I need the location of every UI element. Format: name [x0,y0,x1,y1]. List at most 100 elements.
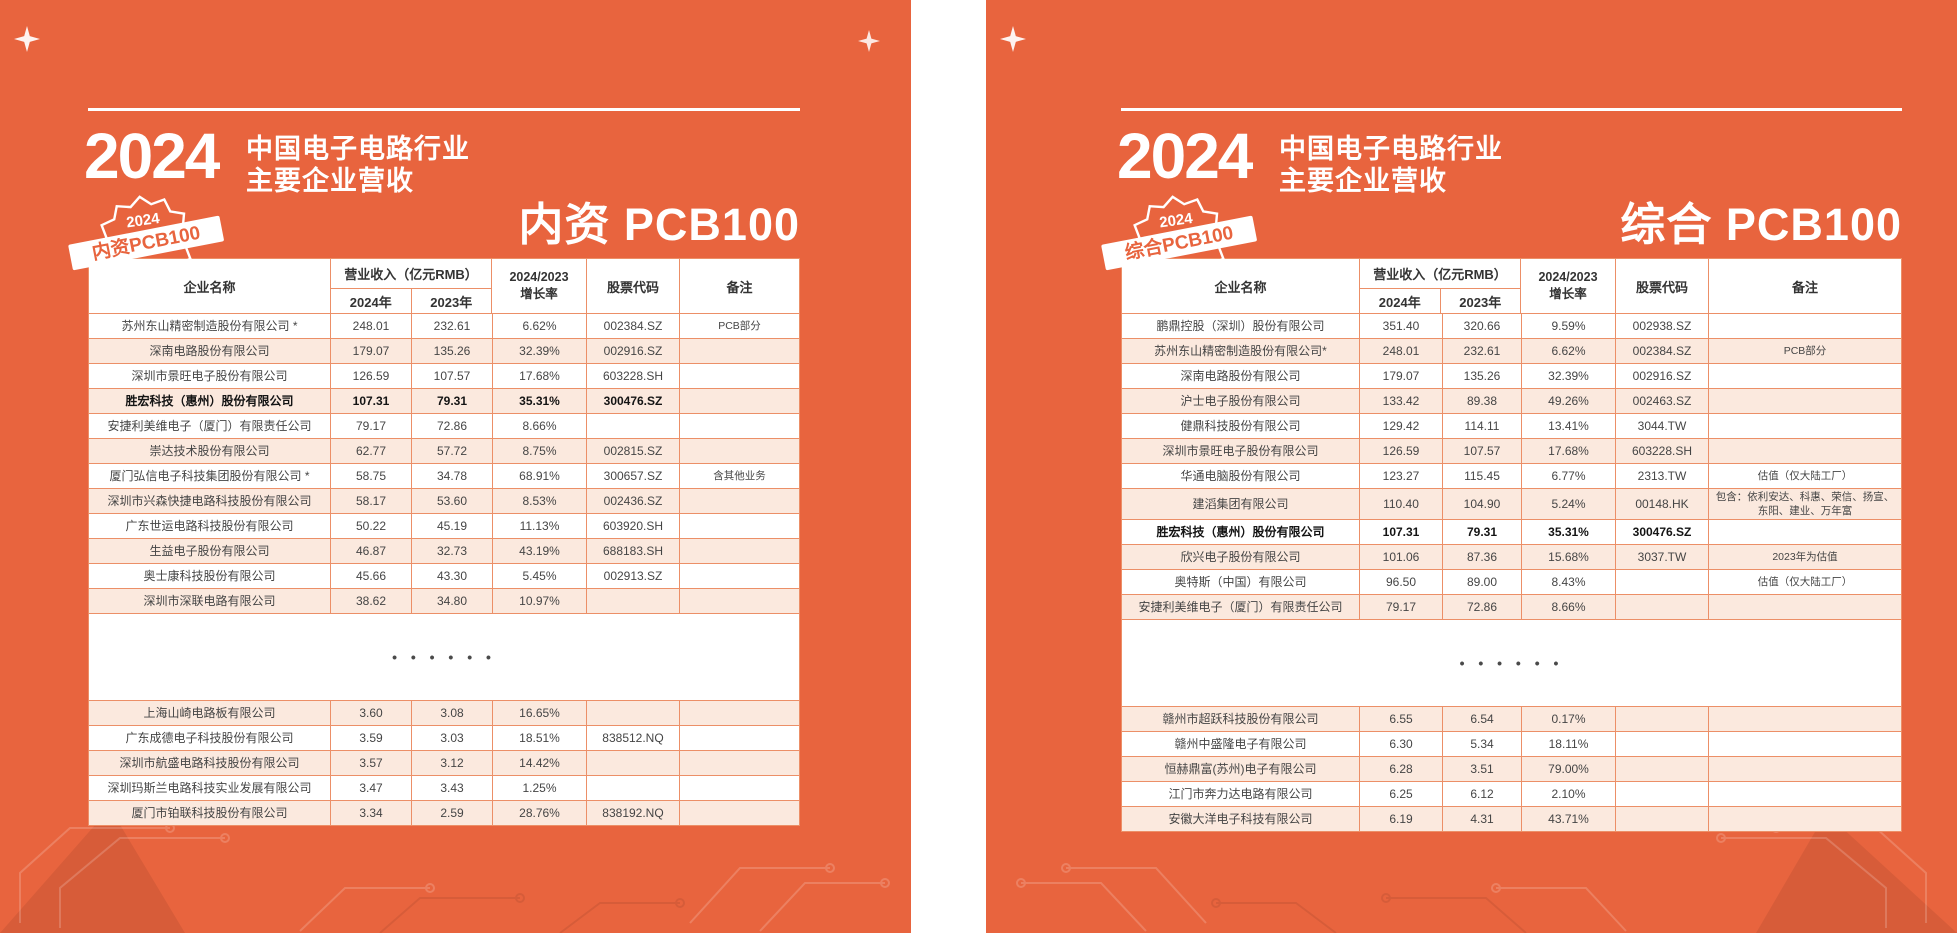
header-revenue-group: 营业收入（亿元RMB） 2024年 2023年 [330,259,492,313]
table-row: 安捷利美维电子（厦门）有限责任公司 79.17 72.86 8.66% [1122,594,1901,620]
header-growth-line2: 增长率 [520,287,558,301]
award-badge: 2024 综合PCB100 · 中国电子电路行业 · 主要企业营收 [1101,195,1257,289]
cell-growth-rate: 8.43% [1521,570,1615,595]
cell-note: 2023年为估值 [1708,545,1901,570]
cell-revenue-2023: 6.54 [1442,707,1521,732]
cell-note [1708,389,1901,413]
table-row: 江门市奔力达电路有限公司 6.25 6.12 2.10% [1122,781,1901,807]
cell-stock-code: 3044.TW [1615,414,1708,438]
table-row: 深圳市景旺电子股份有限公司 126.59 107.57 17.68% 603228.SH [89,363,799,388]
cell-revenue-2024: 79.17 [1359,595,1442,620]
cell-revenue-2023: 34.78 [411,464,492,488]
cell-note [1708,782,1901,807]
panel-title: 内资 PCB100 [518,199,800,250]
cell-growth-rate: 18.11% [1521,732,1615,757]
cell-stock-code: 838192.NQ [586,801,679,825]
badge-year: 2024 [125,210,161,232]
table-row: 广东成德电子科技股份有限公司 3.59 3.03 18.51% 838512.NQ [89,725,799,750]
cell-note [1708,414,1901,438]
table-header-row: 企业名称 营业收入（亿元RMB） 2024年 2023年 2024/2023 增… [89,259,799,313]
cell-company-name: 深圳市航盛电路科技股份有限公司 [119,755,300,770]
header-company: 企业名称 [183,279,236,295]
cell-note: PCB部分 [1708,339,1901,363]
cell-company-name: 健鼎科技股份有限公司 [1180,418,1301,433]
table-row: 上海山崎电路板有限公司 3.60 3.08 16.65% [89,700,799,725]
ellipsis-row: • • • • • • [89,613,799,700]
industry-heading: 中国电子电路行业 主要企业营收 [246,134,470,198]
cell-note [679,751,799,775]
table-row: 胜宏科技（惠州）股份有限公司 107.31 79.31 35.31% 300476.SZ [89,388,799,413]
cell-revenue-2023: 320.66 [1442,314,1521,338]
cell-growth-rate: 68.91% [492,464,586,488]
cell-revenue-2023: 135.26 [411,339,492,363]
cell-company-name: 深圳市兴森快捷电路科技股份有限公司 [107,493,312,508]
table-row: 健鼎科技股份有限公司 129.42 114.11 13.41% 3044.TW [1122,413,1901,438]
header-divider-rule [88,108,800,111]
cell-stock-code [1615,707,1708,732]
header-note: 备注 [679,259,799,313]
cell-stock-code: 603228.SH [1615,439,1708,463]
cell-revenue-2024: 6.25 [1359,782,1442,807]
table-body-top: 鹏鼎控股（深圳）股份有限公司 351.40 320.66 9.59% 002938.SZ… [1122,313,1901,620]
cell-growth-rate: 8.66% [492,414,586,438]
cell-revenue-2024: 79.17 [330,414,411,438]
cell-revenue-2024: 6.55 [1359,707,1442,732]
table-row: 华通电脑股份有限公司 123.27 115.45 6.77% 2313.TW 估值（仅大陆… [1122,463,1901,488]
cell-stock-code: 300657.SZ [586,464,679,488]
cell-revenue-2024: 126.59 [330,364,411,388]
cell-revenue-2024: 107.31 [1359,520,1442,545]
cell-revenue-2024: 101.06 [1359,545,1442,570]
cell-revenue-2023: 57.72 [411,439,492,463]
cell-revenue-2024: 6.28 [1359,757,1442,782]
cell-growth-rate: 9.59% [1521,314,1615,338]
table-row: 赣州市超跃科技股份有限公司 6.55 6.54 0.17% [1122,706,1901,732]
cell-note: 估值（仅大陆工厂） [1708,464,1901,488]
cell-note [679,564,799,588]
header-revenue-group: 营业收入（亿元RMB） 2024年 2023年 [1359,259,1521,313]
cell-stock-code: 002384.SZ [1615,339,1708,363]
circuit-pattern-icon [1016,813,1957,933]
table-row: 广东世运电路科技股份有限公司 50.22 45.19 11.13% 603920.SH [89,513,799,538]
award-badge: 2024 内资PCB100 · 中国电子电路行业 · 主要企业营收 [68,195,224,289]
cell-growth-rate: 43.71% [1521,807,1615,832]
cell-revenue-2024: 248.01 [1359,339,1442,363]
cell-revenue-2023: 32.73 [411,539,492,563]
cell-company-name: 胜宏科技（惠州）股份有限公司 [1156,524,1325,539]
cell-company-name: 江门市奔力达电路有限公司 [1168,786,1313,801]
cell-revenue-2024: 123.27 [1359,464,1442,488]
table-row: 安捷利美维电子（厦门）有限责任公司 79.17 72.86 8.66% [89,413,799,438]
cell-growth-rate: 2.10% [1521,782,1615,807]
cell-revenue-2024: 50.22 [330,514,411,538]
cell-stock-code: 002815.SZ [586,439,679,463]
cell-growth-rate: 16.65% [492,701,586,725]
table-row: 苏州东山精密制造股份有限公司 * 248.01 232.61 6.62% 002384.… [89,313,799,338]
cell-company-name: 恒赫鼎富(苏州)电子有限公司 [1164,761,1317,776]
cell-growth-rate: 1.25% [492,776,586,800]
cell-note [1708,520,1901,545]
table-row: 深圳玛斯兰电路科技实业发展有限公司 3.47 3.43 1.25% [89,775,799,800]
cell-growth-rate: 8.75% [492,439,586,463]
cell-growth-rate: 35.31% [492,389,586,413]
cell-note: 估值（仅大陆工厂） [1708,570,1901,595]
table-row: 恒赫鼎富(苏州)电子有限公司 6.28 3.51 79.00% [1122,756,1901,782]
header-stock-code: 股票代码 [1615,259,1708,313]
cell-revenue-2023: 3.51 [1442,757,1521,782]
cell-note [1708,364,1901,388]
cell-company-name: 华通电脑股份有限公司 [1180,468,1301,483]
cell-growth-rate: 10.97% [492,589,586,613]
cell-growth-rate: 35.31% [1521,520,1615,545]
cell-company-name: 沪士电子股份有限公司 [1180,393,1301,408]
header-growth: 2024/2023 增长率 [492,259,586,313]
table-row: 厦门弘信电子科技集团股份有限公司 * 58.75 34.78 68.91% 300657… [89,463,799,488]
table-row: 鹏鼎控股（深圳）股份有限公司 351.40 320.66 9.59% 002938.SZ [1122,313,1901,338]
cell-revenue-2024: 46.87 [330,539,411,563]
table-row: 生益电子股份有限公司 46.87 32.73 43.19% 688183.SH [89,538,799,563]
header-year-2024: 2024年 [1378,294,1421,310]
table-header-row: 企业名称 营业收入（亿元RMB） 2024年 2023年 2024/2023 增… [1122,259,1901,313]
cell-revenue-2023: 3.08 [411,701,492,725]
cell-stock-code: 603228.SH [586,364,679,388]
cell-stock-code: 002436.SZ [586,489,679,513]
cell-revenue-2023: 45.19 [411,514,492,538]
cell-revenue-2024: 351.40 [1359,314,1442,338]
cell-revenue-2024: 3.34 [330,801,411,825]
